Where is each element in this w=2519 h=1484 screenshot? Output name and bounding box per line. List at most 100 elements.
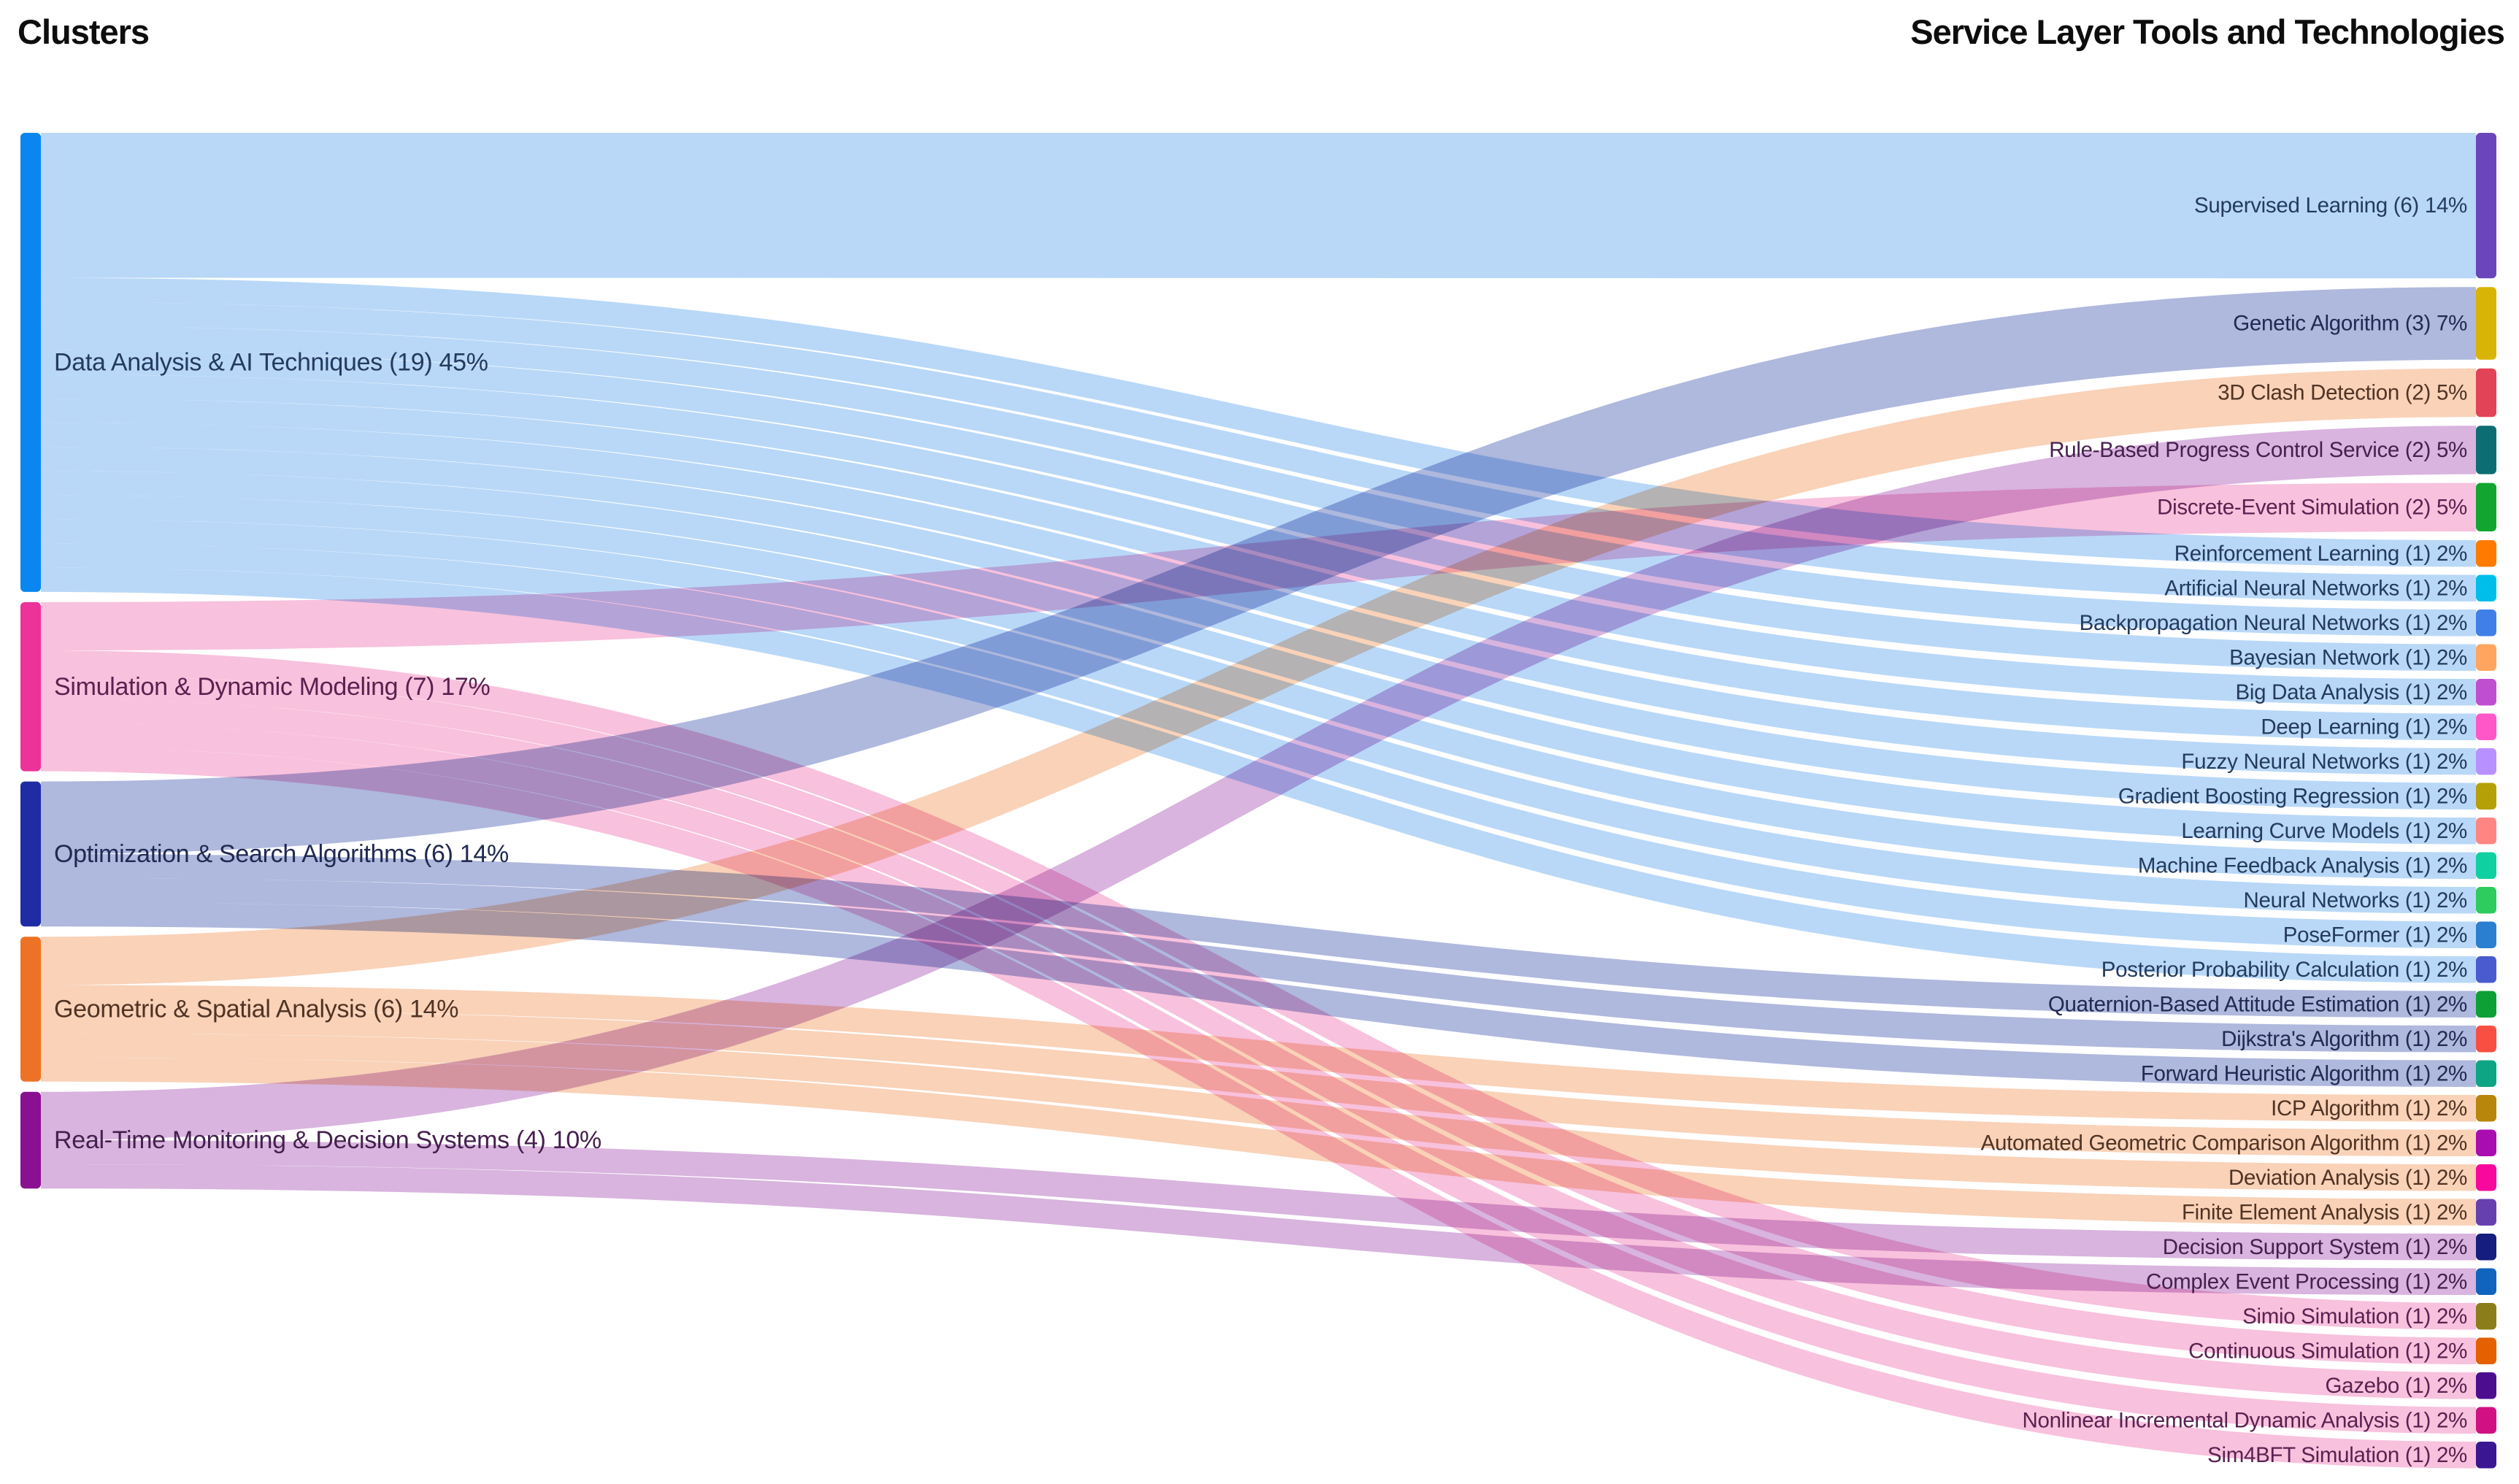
cluster-nodes: Data Analysis & AI Techniques (19) 45% Si… — [20, 133, 601, 1189]
cluster-label-sim: Simulation & Dynamic Modeling (7) 17% — [54, 673, 490, 701]
tool-node-13[interactable] — [2476, 818, 2496, 845]
sankey-link-16[interactable] — [41, 543, 2476, 948]
sankey-links — [41, 133, 2476, 1469]
tool-node-3[interactable] — [2476, 426, 2496, 474]
tool-label-11: Fuzzy Neural Networks (1) 2% — [2181, 750, 2467, 774]
tool-node-16[interactable] — [2476, 921, 2496, 949]
cluster-label-rt: Real-Time Monitoring & Decision Systems … — [54, 1126, 601, 1154]
sankey-link-19[interactable] — [41, 878, 2476, 1053]
tool-node-17[interactable] — [2476, 956, 2496, 983]
tool-label-24: Finite Element Analysis (1) 2% — [2182, 1200, 2467, 1224]
left-column-title: Clusters — [18, 12, 150, 51]
tool-node-25[interactable] — [2476, 1234, 2496, 1261]
tool-node-18[interactable] — [2476, 991, 2496, 1018]
sankey-link-0[interactable] — [41, 133, 2476, 279]
sankey-link-6[interactable] — [41, 301, 2476, 601]
tool-label-10: Deep Learning (1) 2% — [2261, 715, 2467, 739]
tool-label-0: Supervised Learning (6) 14% — [2194, 193, 2467, 218]
cluster-label-data: Data Analysis & AI Techniques (19) 45% — [54, 348, 488, 376]
tool-node-22[interactable] — [2476, 1129, 2496, 1157]
tool-node-9[interactable] — [2476, 679, 2496, 706]
tool-label-8: Bayesian Network (1) 2% — [2229, 645, 2467, 669]
tool-node-29[interactable] — [2476, 1372, 2496, 1399]
tool-nodes: Supervised Learning (6) 14% Genetic Algor… — [1981, 133, 2496, 1469]
cluster-node-rt[interactable] — [20, 1091, 41, 1189]
tool-node-27[interactable] — [2476, 1303, 2496, 1330]
sankey-link-13[interactable] — [41, 471, 2476, 845]
tool-label-17: Posterior Probability Calculation (1) 2% — [2101, 958, 2467, 982]
sankey-link-26[interactable] — [41, 1164, 2476, 1295]
tool-label-21: ICP Algorithm (1) 2% — [2271, 1096, 2467, 1120]
tool-node-23[interactable] — [2476, 1164, 2496, 1191]
tool-node-21[interactable] — [2476, 1095, 2496, 1122]
tool-label-31: Sim4BFT Simulation (1) 2% — [2207, 1443, 2467, 1467]
tool-node-11[interactable] — [2476, 748, 2496, 775]
tool-node-19[interactable] — [2476, 1026, 2496, 1053]
tool-node-2[interactable] — [2476, 368, 2496, 418]
sankey-link-11[interactable] — [41, 423, 2476, 775]
tool-node-15[interactable] — [2476, 887, 2496, 914]
sankey-link-9[interactable] — [41, 374, 2476, 706]
tool-node-28[interactable] — [2476, 1337, 2496, 1365]
tool-node-1[interactable] — [2476, 287, 2496, 360]
tool-node-30[interactable] — [2476, 1407, 2496, 1434]
tool-node-24[interactable] — [2476, 1199, 2496, 1226]
cluster-label-opt: Optimization & Search Algorithms (6) 14% — [54, 840, 509, 868]
tool-label-1: Genetic Algorithm (3) 7% — [2233, 312, 2467, 336]
tool-node-4[interactable] — [2476, 483, 2496, 531]
sankey-link-18[interactable] — [41, 853, 2476, 1018]
tool-node-5[interactable] — [2476, 540, 2496, 567]
tool-label-6: Artificial Neural Networks (1) 2% — [2164, 576, 2467, 600]
tool-node-31[interactable] — [2476, 1442, 2496, 1469]
tool-node-12[interactable] — [2476, 783, 2496, 810]
tool-label-5: Reinforcement Learning (1) 2% — [2174, 542, 2467, 566]
tool-label-14: Machine Feedback Analysis (1) 2% — [2138, 853, 2467, 877]
cluster-node-geo[interactable] — [20, 937, 41, 1082]
tool-node-0[interactable] — [2476, 133, 2496, 279]
tool-label-22: Automated Geometric Comparison Algorithm… — [1981, 1131, 2467, 1155]
tool-label-2: 3D Clash Detection (2) 5% — [2218, 381, 2467, 405]
cluster-node-opt[interactable] — [20, 781, 41, 927]
tool-label-29: Gazebo (1) 2% — [2325, 1374, 2467, 1398]
sankey-link-27[interactable] — [41, 650, 2476, 1330]
sankey-link-7[interactable] — [41, 326, 2476, 637]
sankey-link-10[interactable] — [41, 399, 2476, 740]
sankey-link-14[interactable] — [41, 495, 2476, 880]
sankey-link-24[interactable] — [41, 1057, 2476, 1226]
tool-label-15: Neural Networks (1) 2% — [2243, 888, 2467, 912]
tool-node-7[interactable] — [2476, 610, 2496, 637]
sankey-link-8[interactable] — [41, 350, 2476, 671]
sankey-link-17[interactable] — [41, 567, 2476, 983]
tool-label-26: Complex Event Processing (1) 2% — [2146, 1269, 2467, 1293]
tool-node-20[interactable] — [2476, 1060, 2496, 1088]
tool-label-16: PoseFormer (1) 2% — [2283, 923, 2467, 947]
tool-label-3: Rule-Based Progress Control Service (2) … — [2049, 438, 2467, 462]
sankey-link-5[interactable] — [41, 277, 2476, 567]
tool-node-14[interactable] — [2476, 852, 2496, 880]
tool-node-10[interactable] — [2476, 713, 2496, 741]
sankey-link-31[interactable] — [41, 747, 2476, 1469]
sankey-link-30[interactable] — [41, 723, 2476, 1434]
tool-label-28: Continuous Simulation (1) 2% — [2188, 1339, 2467, 1363]
tool-node-6[interactable] — [2476, 574, 2496, 602]
sankey-link-25[interactable] — [41, 1140, 2476, 1261]
tool-label-23: Deviation Analysis (1) 2% — [2228, 1166, 2467, 1190]
tool-node-8[interactable] — [2476, 644, 2496, 672]
right-column-title: Service Layer Tools and Technologies — [1910, 12, 2505, 51]
tool-label-20: Forward Heuristic Algorithm (1) 2% — [2141, 1061, 2467, 1085]
sankey-link-15[interactable] — [41, 519, 2476, 914]
sankey-link-29[interactable] — [41, 699, 2476, 1399]
tool-label-9: Big Data Analysis (1) 2% — [2236, 680, 2468, 704]
tool-label-19: Dijkstra's Algorithm (1) 2% — [2221, 1027, 2467, 1051]
cluster-node-data[interactable] — [20, 133, 41, 592]
tool-node-26[interactable] — [2476, 1268, 2496, 1296]
tool-label-30: Nonlinear Incremental Dynamic Analysis (… — [2022, 1408, 2467, 1432]
tool-label-18: Quaternion-Based Attitude Estimation (1)… — [2048, 992, 2467, 1016]
tool-label-12: Gradient Boosting Regression (1) 2% — [2118, 784, 2467, 808]
sankey-link-12[interactable] — [41, 447, 2476, 810]
cluster-node-sim[interactable] — [20, 601, 41, 772]
sankey-link-28[interactable] — [41, 674, 2476, 1364]
tool-label-25: Decision Support System (1) 2% — [2163, 1235, 2467, 1259]
